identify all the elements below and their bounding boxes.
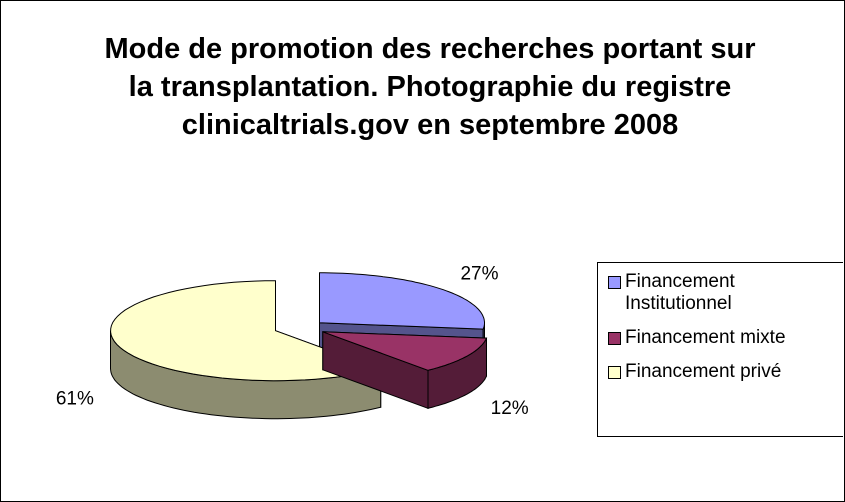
- legend-item: Financement mixte: [608, 327, 843, 349]
- legend-swatch: [608, 276, 621, 289]
- chart-title: Mode de promotion des recherches portant…: [104, 33, 756, 141]
- legend-item: Financement privé: [608, 361, 843, 383]
- legend-label: Financement Institutionnel: [625, 271, 735, 314]
- slice: [110, 280, 383, 382]
- legend-swatch: [608, 366, 621, 379]
- legend-item: Financement Institutionnel: [608, 271, 843, 315]
- legend: Financement Institutionnel Financement mi…: [597, 262, 843, 437]
- slice: [322, 331, 488, 371]
- data-label: 12%: [491, 398, 529, 419]
- data-label: 61%: [56, 388, 94, 409]
- legend-label: Financement mixte: [625, 327, 786, 348]
- legend-swatch: [608, 332, 621, 345]
- slice: [319, 272, 485, 330]
- legend-label: Financement privé: [625, 361, 782, 382]
- data-label: 27%: [460, 263, 498, 284]
